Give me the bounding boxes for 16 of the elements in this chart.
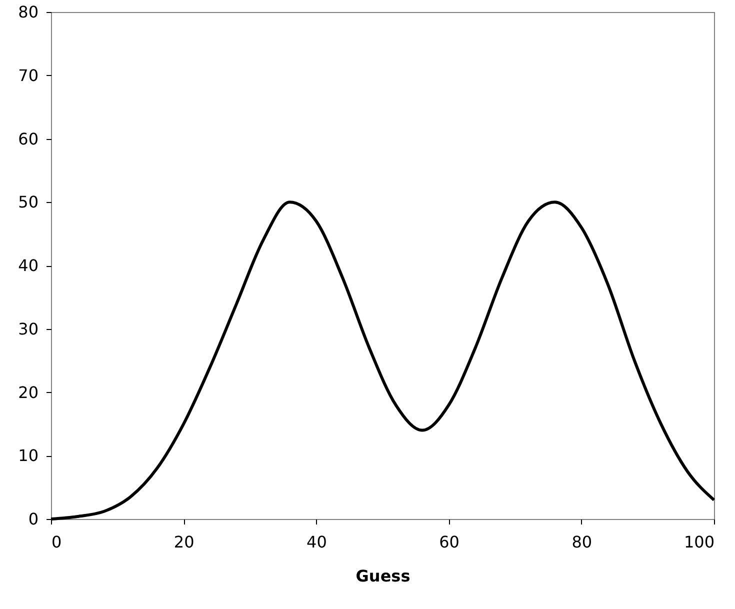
- y-tick-label: 20: [18, 382, 38, 402]
- x-tick-label: 40: [306, 532, 327, 552]
- y-tick-label: 80: [18, 2, 38, 22]
- x-tick-label: 100: [684, 532, 714, 552]
- y-tick-label: 30: [18, 319, 38, 338]
- y-tick-label: 10: [18, 446, 38, 466]
- x-tick-label: 80: [572, 532, 592, 552]
- y-tick-label: 70: [18, 66, 38, 85]
- y-tick-label: 60: [18, 129, 38, 148]
- x-axis-title: Guess: [356, 566, 410, 586]
- x-tick-label: 20: [174, 532, 194, 552]
- y-tick-label: 40: [18, 256, 38, 275]
- y-tick-label: 50: [18, 192, 38, 212]
- x-tick-label: 60: [439, 532, 460, 552]
- x-tick-label: 0: [52, 532, 62, 552]
- y-tick-label: 0: [28, 510, 38, 528]
